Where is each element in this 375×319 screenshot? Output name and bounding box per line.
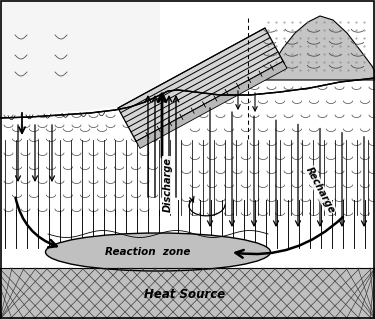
Bar [0,268,375,319]
Text: Discharge: Discharge [163,158,173,212]
Polygon shape [0,78,375,319]
Text: Recharge: Recharge [303,165,336,215]
Polygon shape [0,0,160,118]
Polygon shape [260,16,375,80]
Ellipse shape [45,233,270,271]
Text: Heat Source: Heat Source [144,288,226,301]
Text: Reaction  zone: Reaction zone [105,247,190,257]
Polygon shape [118,28,283,141]
Polygon shape [136,61,287,148]
